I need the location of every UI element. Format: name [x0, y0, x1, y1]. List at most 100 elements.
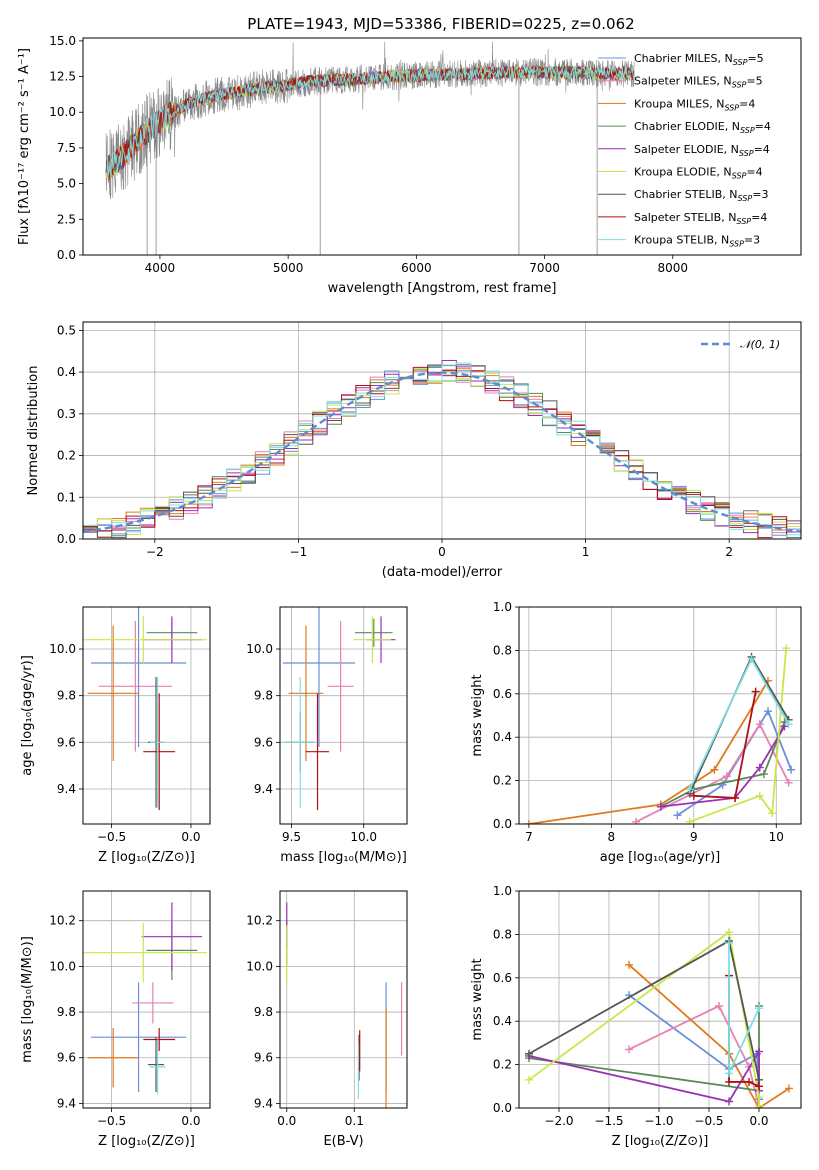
y-tick-label: 9.6	[57, 1051, 76, 1065]
y-axis-label: Flux [fλ10⁻¹⁷ erg cm⁻² s⁻¹ A⁻¹]	[17, 48, 32, 245]
panel-spectrum: 4000 5000 6000 7000 8000 0.0 2.5 5.0 7.5 10.0 12.5…	[17, 34, 802, 296]
y-tick-label: 9.8	[57, 1005, 76, 1019]
mass-weight-marker	[525, 1049, 533, 1058]
y-tick-label: 0.6	[493, 971, 512, 985]
x-tick-label: 8	[608, 830, 616, 844]
mass-weight-marker	[755, 720, 764, 729]
error-bar-point	[305, 693, 330, 810]
mass-weight-marker	[780, 722, 789, 731]
x-tick-label: −1.0	[644, 1114, 673, 1128]
x-tick-label: 10.0	[350, 830, 377, 844]
mass-weight-marker	[782, 644, 791, 653]
mass-weight-line	[528, 930, 760, 1106]
mass-weight-line	[660, 721, 786, 808]
legend-label: Kroupa STELIB, NSSP=3	[634, 234, 760, 249]
y-tick-label: 9.4	[254, 782, 273, 796]
error-bar-point	[143, 1028, 176, 1051]
x-tick-label: 9	[690, 830, 698, 844]
axes-frame	[518, 890, 802, 1109]
mass-weight-marker	[656, 802, 665, 811]
y-tick-label: 10.0	[246, 642, 273, 656]
model-spectrum-line	[105, 65, 635, 178]
mass-weight-marker	[525, 1075, 533, 1084]
mass-weight-marker	[725, 1069, 733, 1078]
mass-weight-line	[628, 1004, 760, 1107]
mass-weight-line	[660, 725, 786, 808]
y-tick-label: 0.2	[493, 1058, 512, 1072]
mass-weight-marker	[625, 960, 633, 969]
plot-area	[83, 607, 207, 810]
axes-frame	[82, 37, 802, 256]
plot-area	[525, 928, 793, 1108]
panel-residuals: −2 −1 0 1 2 0.0 0.1 0.2 0.3 0.4 0.5 (data-model)/er…	[26, 321, 802, 580]
mass-weight-line	[635, 722, 790, 823]
mass-weight-marker	[745, 1077, 753, 1086]
plot-area	[286, 902, 403, 1108]
x-tick-label: 4000	[145, 261, 176, 275]
plot-area	[105, 41, 635, 255]
error-bar-point	[87, 1028, 139, 1088]
legend-label: Chabrier STELIB, NSSP=3	[634, 188, 768, 203]
y-tick-label: 0.0	[493, 1101, 512, 1115]
panel-age-vs-Z: −0.5 0.0 9.4 9.6 9.8 10.0 Z [log₁₀(Z/Z⊙)] age […	[20, 606, 211, 865]
axes-frame	[82, 321, 802, 540]
y-axis-label: mass weight	[470, 958, 485, 1040]
y-tick-label: 0.4	[57, 365, 76, 379]
mass-weight-marker	[755, 1093, 763, 1102]
y-tick-label: 0.3	[57, 407, 76, 421]
x-tick-label: 10	[769, 830, 784, 844]
y-tick-label: 10.0	[49, 642, 76, 656]
y-tick-label: 9.6	[254, 735, 273, 749]
mass-weight-marker	[755, 1047, 763, 1056]
y-axis-label: mass weight	[470, 674, 485, 756]
x-tick-label: −2.0	[544, 1114, 573, 1128]
gaussian-curve	[83, 371, 801, 533]
x-tick-label: −0.5	[97, 830, 126, 844]
mass-weight-marker	[524, 820, 533, 824]
spectrum-legend: Chabrier MILES, NSSP=5 Salpeter MILES, NS…	[598, 52, 771, 249]
mass-weight-marker	[625, 1045, 633, 1054]
y-tick-label: 9.6	[57, 735, 76, 749]
y-tick-label: 1.0	[493, 600, 512, 614]
mass-weight-marker	[673, 811, 682, 820]
legend-label: Kroupa ELODIE, NSSP=4	[634, 166, 763, 181]
x-axis-label: Z [log₁₀(Z/Z⊙)]	[612, 1134, 709, 1149]
panels: 4000 5000 6000 7000 80000.02.55.07.510.012.5…	[17, 34, 802, 1149]
mass-weight-marker	[685, 817, 694, 824]
x-tick-label: 0.0	[181, 1114, 200, 1128]
error-bar-point	[149, 1039, 166, 1095]
y-tick-label: 0.4	[493, 730, 512, 744]
y-axis-label: Normed distribution	[26, 366, 41, 496]
y-axis-label: mass [log₁₀(M/M⊙)]	[20, 936, 35, 1063]
x-tick-label: −0.5	[694, 1114, 723, 1128]
error-bar-point	[353, 616, 392, 663]
x-tick-label: 0.0	[749, 1114, 768, 1128]
error-bar-point	[148, 1037, 164, 1093]
y-tick-label: 0.4	[493, 1014, 512, 1028]
x-tick-label: 5000	[273, 261, 304, 275]
legend-label: Kroupa MILES, NSSP=4	[634, 97, 755, 112]
x-tick-label: 7	[525, 830, 533, 844]
y-tick-label: 0.6	[493, 687, 512, 701]
x-tick-label: 6000	[401, 261, 432, 275]
y-tick-label: 10.0	[49, 105, 76, 119]
mass-weight-marker	[725, 939, 733, 948]
x-tick-label: 7000	[529, 261, 560, 275]
mass-weight-marker	[689, 791, 698, 800]
error-bar-point	[87, 625, 139, 761]
y-tick-label: 0.8	[493, 643, 512, 657]
mass-weight-marker	[764, 707, 773, 716]
gaussian-legend-label: 𝒩(0, 1)	[740, 338, 780, 351]
y-tick-label: 9.8	[254, 1005, 273, 1019]
panel-mass-vs-EBV: 0.0 0.1 9.4 9.6 9.8 10.0 10.2 E(B-V)	[246, 890, 408, 1149]
mass-weight-line	[628, 964, 790, 1108]
x-axis-label: Z [log₁₀(Z/Z⊙)]	[98, 850, 195, 865]
mass-weight-marker	[632, 817, 641, 824]
mass-weight-marker	[784, 720, 793, 729]
y-tick-label: 10.2	[49, 914, 76, 928]
axes-frame	[518, 606, 802, 825]
mass-weight-marker	[768, 809, 777, 818]
panel-mass-vs-Z: −0.5 0.0 9.4 9.6 9.8 10.0 10.2 Z [log₁₀(Z/Z⊙)] m…	[20, 890, 211, 1149]
legend-label: Salpeter ELODIE, NSSP=4	[634, 143, 770, 158]
observed-spectrum-line	[105, 41, 635, 200]
